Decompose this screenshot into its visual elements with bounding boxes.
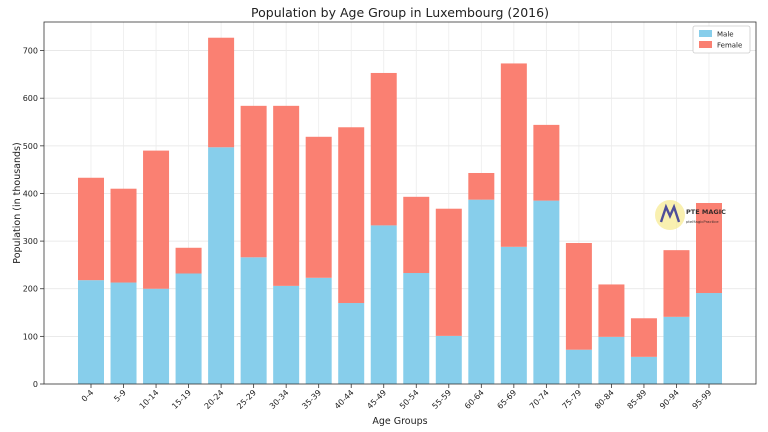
y-tick-label-5: 500 (23, 142, 38, 151)
bar-male-80-84 (598, 336, 625, 384)
plot-frame (43, 21, 757, 385)
bar-male-10-14 (143, 288, 170, 384)
y-tick-label-1: 100 (23, 332, 38, 341)
bar-female-0-4 (78, 177, 104, 281)
bar-female-75-79 (565, 243, 592, 350)
y-axis-ticks: 0 100 200 300 400 500 600 700 (23, 47, 44, 389)
bar-female-80-84 (598, 284, 625, 337)
x-axis-label: Age Groups (372, 416, 427, 427)
bars (78, 37, 722, 384)
y-tick-label-7: 700 (23, 47, 38, 56)
bar-male-90-94 (663, 316, 690, 384)
bar-male-15-19 (175, 273, 202, 384)
bar-female-45-49 (370, 72, 397, 226)
watermark-tagline: pteMagicPractice (686, 219, 719, 224)
bar-female-65-69 (500, 63, 527, 247)
y-tick-label-2: 200 (23, 285, 38, 294)
bar-male-70-74 (533, 200, 560, 384)
y-axis-label: Population (in thousands) (12, 142, 23, 263)
watermark-brand: PTE MAGIC (686, 208, 726, 216)
bar-male-5-9 (110, 282, 137, 384)
bar-female-40-44 (338, 127, 365, 304)
legend-swatch-female (699, 41, 712, 48)
bar-female-95-99 (696, 203, 722, 294)
bar-female-20-24 (208, 37, 235, 148)
watermark: PTE MAGIC pteMagicPractice (655, 200, 726, 230)
bar-female-85-89 (630, 318, 657, 357)
bar-male-30-34 (273, 285, 300, 384)
bar-female-30-34 (273, 105, 300, 286)
bar-female-35-39 (305, 136, 332, 278)
bar-male-55-59 (435, 335, 462, 384)
legend-label-male: Male (717, 31, 734, 39)
y-tick-label-3: 300 (23, 237, 38, 246)
bar-female-90-94 (663, 250, 690, 317)
bar-male-75-79 (565, 349, 592, 384)
bar-male-20-24 (208, 147, 235, 384)
bar-female-70-74 (533, 124, 560, 201)
bar-female-55-59 (435, 208, 462, 336)
bar-female-50-54 (403, 196, 430, 274)
legend-label-female: Female (717, 42, 742, 50)
bar-male-40-44 (338, 303, 365, 384)
watermark-logo-mark (659, 203, 681, 223)
bar-male-65-69 (500, 246, 527, 384)
y-tick-label-0: 0 (33, 380, 38, 389)
chart-title: Population by Age Group in Luxembourg (2… (251, 5, 549, 20)
bar-female-10-14 (143, 150, 170, 289)
legend: Male Female (692, 25, 751, 54)
y-tick-label-4: 400 (23, 189, 38, 198)
legend-swatch-male (699, 30, 712, 37)
bar-male-35-39 (305, 277, 332, 384)
y-tick-label-6: 600 (23, 94, 38, 103)
bar-female-60-64 (468, 172, 495, 200)
bar-male-45-49 (370, 225, 397, 384)
bar-female-25-29 (240, 105, 267, 258)
bar-female-15-19 (175, 247, 202, 274)
bar-male-85-89 (630, 356, 657, 384)
bar-male-0-4 (78, 280, 104, 384)
bar-male-50-54 (403, 273, 430, 384)
bar-male-25-29 (240, 257, 267, 384)
bar-male-60-64 (468, 199, 495, 384)
bar-female-5-9 (110, 188, 137, 283)
bar-male-95-99 (696, 293, 722, 384)
